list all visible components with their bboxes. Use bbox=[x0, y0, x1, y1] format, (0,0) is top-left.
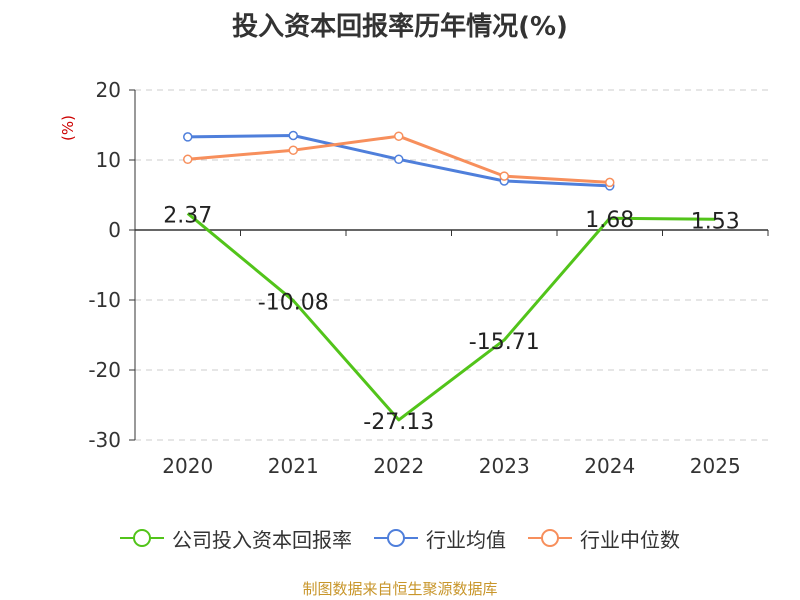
legend-label-industry-median: 行业中位数 bbox=[580, 527, 680, 552]
legend: 公司投入资本回报率 行业均值 行业中位数 bbox=[0, 520, 800, 556]
data-point[interactable] bbox=[394, 131, 404, 141]
y-tick-label: -10 bbox=[88, 288, 121, 312]
y-tick-label: 0 bbox=[108, 218, 121, 242]
data-point[interactable] bbox=[288, 145, 298, 155]
data-point[interactable] bbox=[183, 132, 193, 142]
data-label: -15.71 bbox=[469, 330, 540, 355]
y-tick-label: 20 bbox=[96, 78, 121, 102]
data-source-note: 制图数据来自恒生聚源数据库 bbox=[302, 580, 498, 598]
x-tick-label: 2023 bbox=[479, 454, 530, 478]
data-label: -27.13 bbox=[363, 410, 434, 435]
data-point[interactable] bbox=[288, 130, 298, 141]
y-tick-label: -20 bbox=[88, 358, 121, 382]
x-tick-label: 2022 bbox=[373, 454, 424, 478]
data-point[interactable] bbox=[183, 154, 193, 165]
x-tick-label: 2024 bbox=[584, 454, 635, 478]
legend-symbol-company bbox=[120, 529, 164, 547]
y-axis-label: (%) bbox=[59, 115, 77, 141]
legend-item-company[interactable]: 公司投入资本回报率 bbox=[120, 524, 352, 553]
data-label: 2.37 bbox=[163, 203, 212, 228]
legend-item-industry-median[interactable]: 行业中位数 bbox=[528, 524, 680, 553]
series-line bbox=[186, 212, 716, 422]
x-tick-label: 2021 bbox=[268, 454, 319, 478]
y-tick-label: -30 bbox=[88, 428, 121, 452]
data-label: -10.08 bbox=[258, 291, 329, 316]
legend-item-industry-mean[interactable]: 行业均值 bbox=[374, 524, 506, 553]
legend-label-industry-mean: 行业均值 bbox=[426, 527, 506, 552]
data-point[interactable] bbox=[499, 171, 509, 181]
legend-symbol-industry-mean bbox=[374, 529, 418, 547]
legend-label-company: 公司投入资本回报率 bbox=[172, 527, 352, 552]
y-tick-label: 10 bbox=[96, 148, 121, 172]
x-tick-label: 2020 bbox=[162, 454, 213, 478]
data-label: 1.68 bbox=[585, 208, 634, 233]
legend-symbol-industry-median bbox=[528, 529, 572, 547]
data-label: 1.53 bbox=[691, 209, 740, 234]
data-point[interactable] bbox=[605, 177, 615, 188]
x-tick-label: 2025 bbox=[690, 454, 741, 478]
chart-title: 投入资本回报率历年情况(%) bbox=[232, 12, 568, 42]
data-point[interactable] bbox=[394, 154, 404, 165]
